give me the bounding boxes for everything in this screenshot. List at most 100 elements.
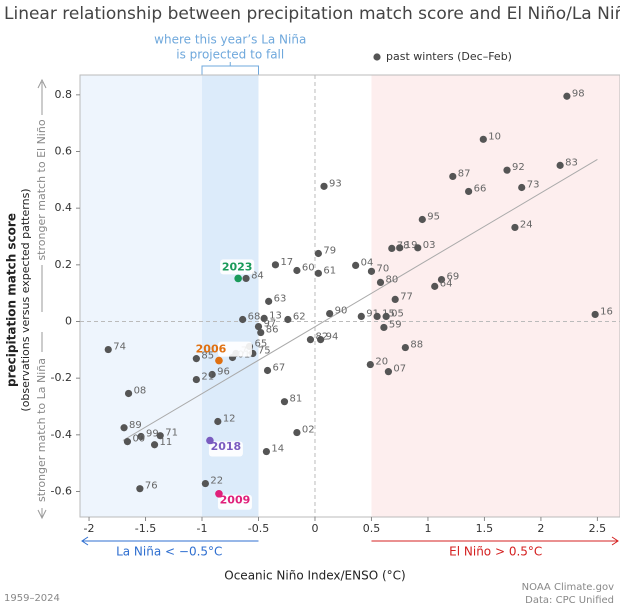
x-tick-label: 1 [424, 522, 431, 535]
point-label: 05 [391, 308, 404, 319]
point [317, 336, 325, 344]
point-label: 86 [266, 325, 279, 336]
point [591, 310, 599, 319]
point [314, 269, 322, 277]
point [254, 323, 263, 331]
trend-line [122, 159, 598, 441]
point-label: 90 [335, 306, 348, 317]
point-label: 84 [251, 270, 264, 281]
point-label: 62 [293, 312, 306, 323]
x-tick-label: -1.5 [135, 522, 156, 535]
footer-right: Data: CPC Unified [525, 595, 614, 606]
point-label: 79 [323, 246, 336, 257]
y-axis-sublabel: (observations versus expected patterns) [19, 188, 32, 411]
point [263, 366, 272, 375]
legend-label: past winters (Dec–Feb) [386, 50, 512, 63]
point-label: 10 [488, 131, 501, 142]
point-label: 69 [447, 272, 460, 283]
point-label: 61 [323, 265, 336, 276]
point-label: 17 [280, 257, 293, 268]
point [396, 244, 404, 252]
point [382, 312, 390, 320]
projected-bracket [201, 62, 259, 75]
point-label: 87 [458, 168, 471, 179]
point [192, 375, 200, 384]
point [320, 182, 328, 190]
point-label: 66 [474, 183, 487, 194]
projected-label: where this year’s La Niña [154, 33, 306, 47]
arrow-head [611, 536, 619, 546]
y-axis-label: precipitation match score [5, 213, 19, 387]
projected-label: is projected to fall [176, 48, 284, 62]
point-label: 97 [263, 319, 276, 330]
point-label: 76 [145, 481, 158, 492]
point [449, 172, 457, 181]
highlight-label-bg [220, 259, 255, 275]
point-label: 63 [274, 293, 287, 304]
point-label: 04 [361, 257, 374, 268]
x-tick-label: -0.5 [248, 522, 269, 535]
point [437, 275, 446, 284]
point-label: 95 [427, 212, 440, 223]
point [284, 315, 292, 324]
highlight-label-bg [208, 441, 243, 457]
point-label: 88 [410, 340, 423, 351]
x-axis-label: Oceanic Niño Index/ENSO (°C) [224, 569, 405, 583]
lower-note: stronger match to La Niña [35, 358, 48, 502]
highlight-point [234, 274, 242, 283]
point [380, 323, 388, 332]
point-label: 59 [389, 319, 402, 330]
point-label: 02 [302, 425, 315, 436]
x-tick-label: 2 [537, 522, 544, 535]
point [563, 92, 571, 100]
la-nina-label: La Niña < −0.5°C [116, 545, 222, 559]
point-label: 98 [572, 88, 585, 99]
point-label: 00 [132, 434, 145, 445]
point [123, 438, 132, 446]
point [367, 267, 376, 275]
point [214, 417, 222, 426]
point [431, 282, 439, 290]
highlight-label: 2006 [196, 343, 227, 356]
point [239, 315, 247, 324]
point-label: 77 [400, 291, 413, 302]
point [384, 368, 393, 376]
x-tick-label: 0.5 [363, 522, 381, 535]
point-label: 03 [423, 240, 436, 251]
point [503, 166, 511, 174]
point-label: 74 [113, 342, 126, 353]
point [280, 398, 289, 406]
point [262, 447, 271, 456]
point-label: 92 [512, 162, 525, 173]
point [465, 187, 473, 196]
point [414, 244, 422, 252]
highlight-point [215, 489, 223, 498]
point [326, 309, 334, 318]
x-tick-label: 0 [311, 522, 318, 535]
point [293, 266, 301, 275]
point [201, 479, 209, 488]
point-label: 65 [254, 338, 267, 349]
point-label: 73 [527, 179, 540, 190]
point-label: 24 [520, 219, 533, 230]
y-tick-label: 0 [65, 315, 72, 328]
point-label: 94 [326, 332, 339, 343]
upper-note: stronger match to El Niño [35, 119, 48, 260]
point-label: 71 [165, 428, 178, 439]
point-label: 19 [405, 240, 418, 251]
y-tick-label: 0.2 [55, 258, 73, 271]
point [306, 336, 315, 344]
point-label: 81 [289, 394, 302, 405]
y-tick-label: -0.2 [51, 371, 72, 384]
footer-left: 1959–2024 [4, 593, 60, 604]
highlight-label: 2018 [211, 440, 242, 453]
point-label: 99 [146, 429, 159, 440]
el-nino-region [371, 75, 620, 517]
point [257, 328, 265, 337]
point-label: 13 [269, 310, 282, 321]
point-label: 08 [134, 385, 147, 396]
point [376, 278, 385, 286]
el-nino-label: El Niño > 0.5°C [449, 545, 542, 559]
point-label: 96 [217, 366, 230, 377]
point [192, 355, 200, 363]
